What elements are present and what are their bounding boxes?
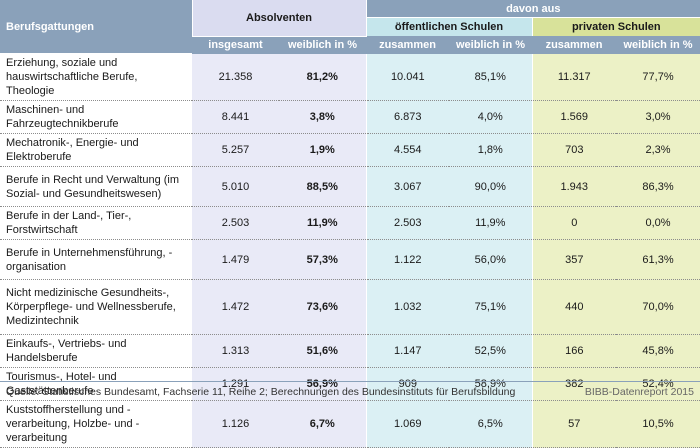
row-berufsgattung: Berufe in der Land-, Tier-, Forstwirtsch… [0, 206, 192, 240]
cell-priv-zusammen: 703 [531, 133, 617, 167]
cell-priv-zusammen: 1.569 [531, 100, 617, 134]
cell-oeff-zusammen: 909 [365, 367, 450, 401]
cell-weiblich: 73,6% [279, 279, 367, 335]
table-row: Tourismus-, Hotel- und Gaststättenberufe… [0, 367, 700, 401]
row-berufsgattung: Mechatronik-, Energie- und Elektroberufe [0, 133, 192, 167]
cell-oeff-zusammen: 6.873 [365, 100, 450, 134]
cell-oeff-zusammen: 3.067 [365, 166, 450, 207]
cell-oeff-weiblich: 6,5% [449, 400, 533, 448]
header-zusammen-privat: zusammen [532, 36, 617, 54]
row-berufsgattung: Tourismus-, Hotel- und Gaststättenberufe [0, 367, 192, 401]
cell-oeff-weiblich: 1,8% [449, 133, 533, 167]
cell-oeff-zusammen: 1.069 [365, 400, 450, 448]
cell-priv-weiblich: 2,3% [616, 133, 700, 167]
header-zusammen-oeffentlich: zusammen [366, 36, 450, 54]
cell-weiblich: 81,2% [279, 53, 367, 101]
cell-weiblich: 3,8% [279, 100, 367, 134]
row-berufsgattung: Berufe in Recht und Verwaltung (im Sozia… [0, 166, 192, 207]
cell-insgesamt: 2.503 [192, 206, 279, 240]
cell-priv-weiblich: 45,8% [616, 334, 700, 368]
cell-weiblich: 6,7% [279, 400, 367, 448]
table-row: Berufe in Unternehmensführung, -organisa… [0, 239, 700, 280]
cell-oeff-weiblich: 85,1% [449, 53, 533, 101]
header-weiblich-absolventen: weiblich in % [279, 36, 367, 54]
cell-priv-weiblich: 70,0% [616, 279, 700, 335]
header-oeffentliche-schulen: öffentlichen Schulen [366, 17, 533, 36]
cell-priv-weiblich: 86,3% [616, 166, 700, 207]
cell-oeff-zusammen: 10.041 [365, 53, 450, 101]
table-row: Maschinen- und Fahrzeugtechnikberufe 8.4… [0, 100, 700, 134]
cell-insgesamt: 1.126 [192, 400, 279, 448]
cell-priv-zusammen: 1.943 [531, 166, 617, 207]
cell-priv-weiblich: 0,0% [616, 206, 700, 240]
cell-oeff-weiblich: 58,9% [449, 367, 533, 401]
cell-oeff-weiblich: 11,9% [449, 206, 533, 240]
cell-weiblich: 1,9% [279, 133, 367, 167]
cell-priv-weiblich: 77,7% [616, 53, 700, 101]
cell-priv-weiblich: 3,0% [616, 100, 700, 134]
table-row: Mechatronik-, Energie- und Elektroberufe… [0, 133, 700, 167]
source-note: Quelle: Statistisches Bundesamt, Fachser… [6, 386, 516, 398]
row-berufsgattung: Nicht medizinische Gesundheits-, Körperp… [0, 279, 192, 335]
cell-priv-zusammen: 440 [531, 279, 617, 335]
header-davon-aus: davon aus [366, 0, 700, 18]
cell-insgesamt: 5.257 [192, 133, 279, 167]
cell-weiblich: 57,3% [279, 239, 367, 280]
cell-insgesamt: 1.472 [192, 279, 279, 335]
cell-priv-zusammen: 0 [531, 206, 617, 240]
cell-priv-weiblich: 61,3% [616, 239, 700, 280]
header-berufsgattungen: Berufsgattungen [0, 0, 192, 54]
cell-oeff-zusammen: 4.554 [365, 133, 450, 167]
cell-priv-weiblich: 10,5% [616, 400, 700, 448]
row-berufsgattung: Maschinen- und Fahrzeugtechnikberufe [0, 100, 192, 134]
table-row: Kuststoffherstellung und -verarbeitung, … [0, 400, 700, 448]
cell-weiblich: 11,9% [279, 206, 367, 240]
row-berufsgattung: Erziehung, soziale und hauswirtschaftlic… [0, 53, 192, 101]
cell-priv-zusammen: 382 [531, 367, 617, 401]
cell-priv-weiblich: 52,4% [616, 367, 700, 401]
report-brand: BIBB-Datenreport 2015 [584, 386, 694, 398]
cell-oeff-zusammen: 1.122 [365, 239, 450, 280]
cell-weiblich: 88,5% [279, 166, 367, 207]
cell-oeff-zusammen: 1.147 [365, 334, 450, 368]
header-insgesamt: insgesamt [192, 36, 279, 54]
row-berufsgattung: Berufe in Unternehmensführung, -organisa… [0, 239, 192, 280]
cell-priv-zusammen: 357 [531, 239, 617, 280]
table-row: Berufe in der Land-, Tier-, Forstwirtsch… [0, 206, 700, 240]
cell-insgesamt: 1.313 [192, 334, 279, 368]
row-berufsgattung: Kuststoffherstellung und -verarbeitung, … [0, 400, 192, 448]
table-row: Einkaufs-, Vertriebs- und Handelsberufe … [0, 334, 700, 368]
cell-insgesamt: 1.479 [192, 239, 279, 280]
cell-insgesamt: 5.010 [192, 166, 279, 207]
cell-insgesamt: 21.358 [192, 53, 279, 101]
header-weiblich-privat: weiblich in % [616, 36, 700, 54]
row-berufsgattung: Einkaufs-, Vertriebs- und Handelsberufe [0, 334, 192, 368]
table-row: Berufe in Recht und Verwaltung (im Sozia… [0, 166, 700, 207]
cell-weiblich: 51,6% [279, 334, 367, 368]
cell-priv-zusammen: 166 [531, 334, 617, 368]
cell-oeff-weiblich: 75,1% [449, 279, 533, 335]
cell-oeff-weiblich: 90,0% [449, 166, 533, 207]
cell-insgesamt: 8.441 [192, 100, 279, 134]
header-absolventen: Absolventen [191, 0, 367, 37]
cell-oeff-weiblich: 4,0% [449, 100, 533, 134]
cell-oeff-zusammen: 1.032 [365, 279, 450, 335]
cell-priv-zusammen: 57 [531, 400, 617, 448]
cell-oeff-weiblich: 56,0% [449, 239, 533, 280]
cell-priv-zusammen: 11.317 [531, 53, 617, 101]
table-row: Erziehung, soziale und hauswirtschaftlic… [0, 53, 700, 101]
cell-insgesamt: 1.291 [192, 367, 279, 401]
header-weiblich-oeffentlich: weiblich in % [449, 36, 533, 54]
table-footer: Quelle: Statistisches Bundesamt, Fachser… [0, 381, 700, 404]
table-header: Berufsgattungen Absolventen davon aus öf… [0, 0, 700, 54]
header-private-schulen: privaten Schulen [532, 17, 700, 36]
table-row: Nicht medizinische Gesundheits-, Körperp… [0, 279, 700, 335]
cell-oeff-zusammen: 2.503 [365, 206, 450, 240]
cell-oeff-weiblich: 52,5% [449, 334, 533, 368]
